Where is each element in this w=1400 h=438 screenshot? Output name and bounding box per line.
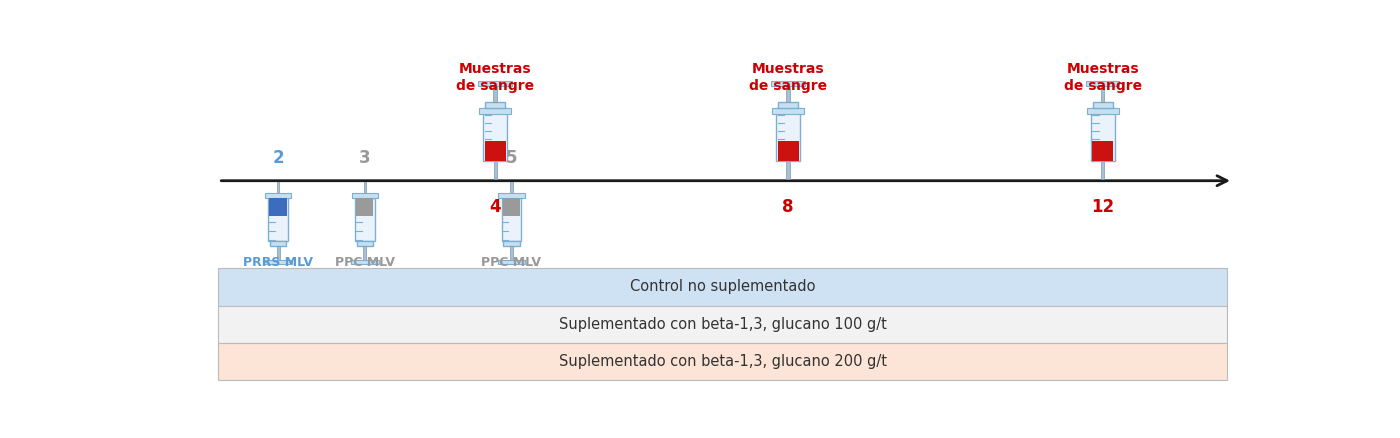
Bar xyxy=(503,241,519,247)
Bar xyxy=(484,141,505,161)
Bar xyxy=(277,247,280,260)
Bar xyxy=(778,102,798,108)
Text: PRRS MLV: PRRS MLV xyxy=(244,256,314,269)
Text: PPC MLV: PPC MLV xyxy=(335,256,395,269)
Bar xyxy=(771,108,804,114)
Text: Muestras
de sangre: Muestras de sangre xyxy=(456,62,535,93)
Bar xyxy=(269,198,288,241)
Text: PPC MLV: PPC MLV xyxy=(482,256,542,269)
Bar xyxy=(351,193,378,198)
Bar xyxy=(356,198,375,241)
Bar xyxy=(1092,102,1113,108)
Bar xyxy=(218,343,1228,380)
Bar xyxy=(1092,141,1113,161)
Bar xyxy=(501,198,521,241)
Text: Control no suplementado: Control no suplementado xyxy=(630,279,816,294)
Bar xyxy=(484,102,505,108)
Bar xyxy=(510,182,512,198)
Bar xyxy=(364,247,367,260)
Bar xyxy=(498,193,525,198)
Bar xyxy=(1086,81,1120,86)
Bar xyxy=(265,193,291,198)
Bar xyxy=(787,86,790,102)
Bar xyxy=(510,247,512,260)
Bar xyxy=(497,260,525,264)
Bar xyxy=(494,161,497,179)
Bar xyxy=(277,182,280,198)
Text: 8: 8 xyxy=(783,198,794,215)
Bar xyxy=(493,86,497,102)
Bar xyxy=(1100,86,1105,102)
Bar xyxy=(777,141,798,161)
Bar xyxy=(483,108,507,161)
Bar xyxy=(218,268,1228,306)
Text: 5: 5 xyxy=(505,149,517,167)
Bar xyxy=(787,161,790,179)
Text: Suplementado con beta-1,3, glucano 200 g/t: Suplementado con beta-1,3, glucano 200 g… xyxy=(559,353,888,369)
Bar xyxy=(269,198,287,216)
Bar xyxy=(1102,161,1105,179)
Text: 2: 2 xyxy=(272,149,284,167)
Bar xyxy=(503,198,519,216)
Bar xyxy=(771,81,805,86)
Bar xyxy=(270,241,287,247)
Bar xyxy=(357,241,374,247)
Bar xyxy=(351,260,378,264)
Bar xyxy=(1086,108,1119,114)
Bar xyxy=(356,198,374,216)
Bar xyxy=(364,182,367,198)
Text: 4: 4 xyxy=(489,198,501,215)
Bar xyxy=(479,108,511,114)
Bar xyxy=(1091,108,1114,161)
Text: Muestras
de sangre: Muestras de sangre xyxy=(1064,62,1142,93)
Bar xyxy=(479,81,512,86)
Text: 3: 3 xyxy=(358,149,371,167)
Text: Suplementado con beta-1,3, glucano 100 g/t: Suplementado con beta-1,3, glucano 100 g… xyxy=(559,317,886,332)
Text: Muestras
de sangre: Muestras de sangre xyxy=(749,62,827,93)
Bar xyxy=(218,306,1228,343)
Bar xyxy=(776,108,799,161)
Text: 12: 12 xyxy=(1091,198,1114,215)
Bar xyxy=(265,260,291,264)
